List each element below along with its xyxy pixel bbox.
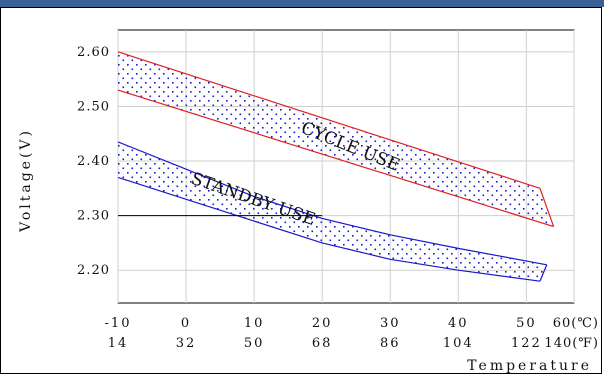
y-tick-4: 2.20 — [77, 263, 110, 278]
x-tick-f-2: 50 — [244, 336, 265, 351]
band-upper-cycle-use — [117, 51, 541, 189]
x-tick-f-4: 86 — [380, 336, 401, 351]
x-tick-c-3: 20 — [312, 316, 333, 331]
x-tick-c-1: 0 — [181, 316, 191, 331]
x-tick-f-0: 14 — [108, 336, 129, 351]
x-tick-f-1: 32 — [176, 336, 197, 351]
x-axis-label: Temperature — [467, 358, 592, 374]
y-axis-label: Voltage(V) — [18, 128, 34, 233]
x-tick-f-3: 68 — [312, 336, 333, 351]
bands — [117, 51, 555, 282]
x-tick-f-6: 122 — [511, 336, 542, 351]
figure-frame — [0, 7, 602, 374]
y-tick-1: 2.50 — [77, 99, 110, 114]
x-tick-c-2: 10 — [244, 316, 265, 331]
band-edge-standby-use — [539, 264, 548, 282]
y-tick-3: 2.30 — [77, 209, 110, 224]
band-fill-standby-use — [118, 141, 547, 282]
band-lower-standby-use — [117, 176, 541, 282]
x-tick-c-last: 60(℃) — [553, 316, 599, 331]
x-tick-f-last: 140(℉) — [544, 336, 599, 351]
band-upper-standby-use — [117, 141, 547, 266]
x-tick-c-4: 30 — [380, 316, 401, 331]
x-tick-f-5: 104 — [443, 336, 474, 351]
band-lower-cycle-use — [117, 89, 554, 228]
band-fill-cycle-use — [118, 51, 554, 227]
x-tick-c-5: 40 — [448, 316, 469, 331]
x-tick-c-6: 50 — [516, 316, 537, 331]
header-bar — [0, 0, 604, 7]
x-tick-c-0: -10 — [105, 316, 132, 331]
y-tick-0: 2.60 — [77, 45, 110, 60]
y-tick-2: 2.40 — [77, 154, 110, 169]
band-edge-cycle-use — [539, 188, 555, 227]
y-tick-labels: 2.60 2.50 2.40 2.30 2.20 — [77, 45, 110, 278]
x-tick-labels: -10 0 10 20 30 40 50 60(℃) 14 32 50 68 86 104 122 140(℉… — [105, 316, 599, 351]
